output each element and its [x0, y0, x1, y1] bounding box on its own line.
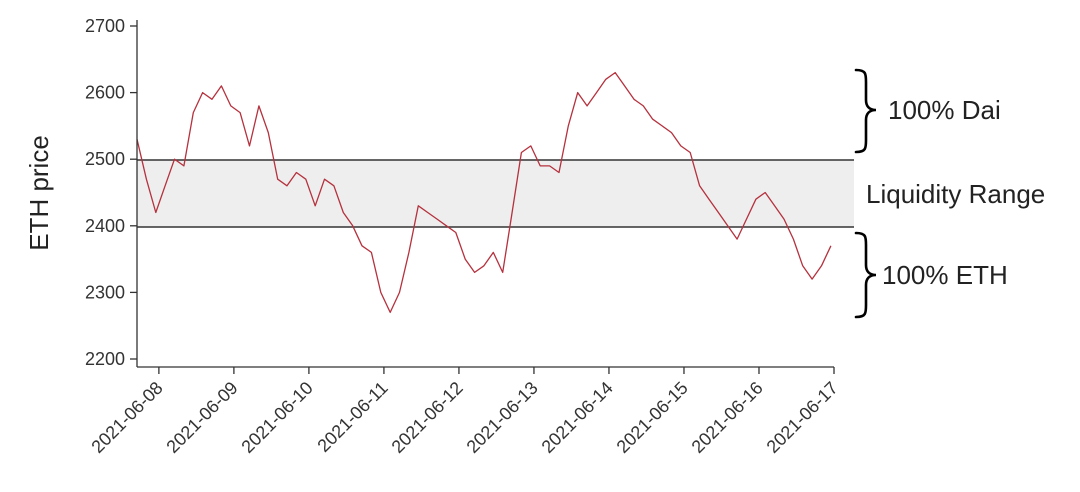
x-tick-label: 2021-06-11 [313, 378, 391, 456]
y-tick-label: 2400 [85, 216, 125, 236]
x-tick-label: 2021-06-09 [162, 378, 241, 457]
x-tick-label: 2021-06-16 [688, 378, 767, 457]
y-tick-label: 2300 [85, 282, 125, 302]
y-tick-label: 2500 [85, 149, 125, 169]
x-tick-label: 2021-06-13 [463, 378, 542, 457]
eth-price-line [136, 71, 832, 314]
dai-brace [854, 68, 877, 154]
x-tick-label: 2021-06-15 [613, 378, 692, 457]
price-series [136, 71, 832, 314]
x-tick-label: 2021-06-08 [87, 378, 166, 457]
x-axis-ticks: 2021-06-082021-06-092021-06-102021-06-11… [87, 367, 842, 457]
y-axis-ticks: 2200 2300 2400 2500 2600 2700 [85, 16, 137, 369]
x-tick-label: 2021-06-14 [538, 378, 617, 457]
y-axis-title: ETH price [24, 135, 54, 251]
y-tick-label: 2200 [85, 349, 125, 369]
dai-label: 100% Dai [888, 95, 1001, 125]
liquidity-range-label: Liquidity Range [866, 179, 1045, 209]
eth-label: 100% ETH [882, 260, 1008, 290]
eth-brace [854, 231, 877, 319]
liquidity-range-band [137, 160, 854, 227]
y-tick-label: 2700 [85, 16, 125, 36]
x-tick-label: 2021-06-17 [763, 378, 842, 457]
y-tick-label: 2600 [85, 83, 125, 103]
x-tick-label: 2021-06-10 [237, 378, 316, 457]
x-tick-label: 2021-06-12 [388, 378, 467, 457]
